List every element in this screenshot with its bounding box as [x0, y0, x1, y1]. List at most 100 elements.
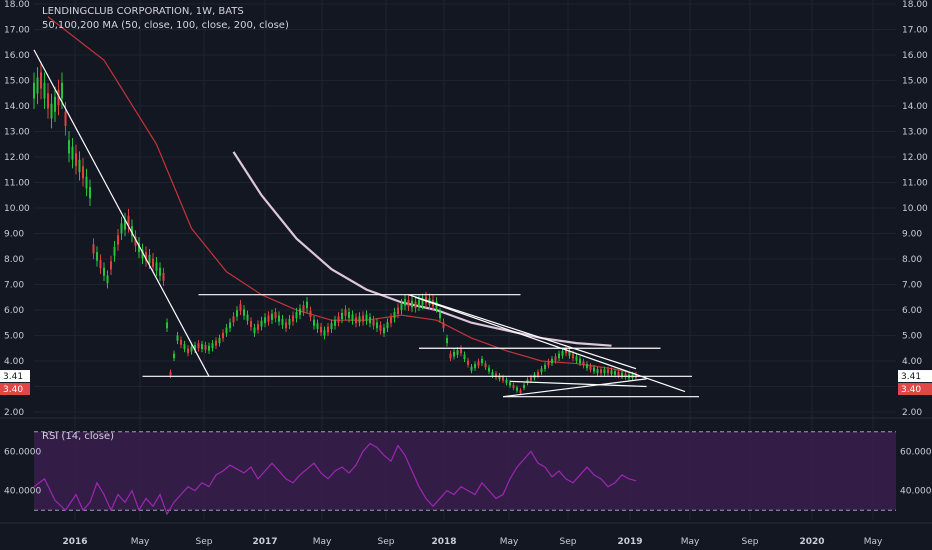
- candle-body: [229, 322, 231, 329]
- candle-body: [565, 348, 567, 354]
- ma-legend[interactable]: 50,100,200 MA (50, close, 100, close, 20…: [42, 20, 289, 31]
- candle-body: [78, 159, 81, 173]
- candle-body: [365, 314, 368, 321]
- time-tick: Sep: [742, 537, 759, 547]
- price-tick-right: 16.00: [902, 51, 928, 61]
- price-tag-label: 3.40: [901, 385, 921, 395]
- candle-body: [498, 375, 501, 379]
- candle-body: [302, 305, 305, 312]
- candle-body: [358, 316, 361, 323]
- candle-body: [568, 351, 571, 356]
- price-tick-right: 8.00: [902, 255, 922, 265]
- candle-body: [204, 344, 207, 350]
- time-tick: May: [500, 537, 519, 547]
- price-tick-left: 9.00: [4, 230, 24, 240]
- candle-body: [36, 77, 39, 94]
- candle-body: [523, 384, 525, 389]
- candle-body: [148, 254, 151, 264]
- candle-body: [600, 369, 602, 374]
- candle-body: [176, 335, 179, 341]
- candle-body: [288, 318, 291, 325]
- candle-body: [99, 259, 102, 269]
- candle-body: [414, 301, 417, 309]
- candle-body: [453, 351, 455, 357]
- trendline: [502, 378, 647, 398]
- price-tag-label: 3.41: [3, 372, 23, 382]
- rsi-tick-right: 40.0000: [900, 487, 932, 497]
- candle-body: [292, 315, 294, 322]
- candle-body: [64, 111, 67, 126]
- candle-body: [586, 364, 588, 369]
- candle-body: [155, 262, 158, 271]
- candle-body: [260, 320, 263, 327]
- price-tick-right: 14.00: [902, 102, 928, 112]
- time-tick: 2017: [252, 537, 277, 547]
- rsi-band-fill: [34, 431, 896, 511]
- candle-body: [393, 311, 396, 319]
- candle-body: [411, 300, 413, 308]
- price-tick-right: 4.00: [902, 357, 922, 367]
- candle-body: [446, 338, 448, 344]
- time-axis[interactable]: 2016 May Sep 2017 May Sep 2018 May Sep 2019 May Sep…: [62, 537, 883, 547]
- candle-body: [617, 371, 620, 376]
- candle-body: [264, 317, 266, 324]
- candle-body: [526, 379, 529, 384]
- candle-body: [85, 176, 88, 189]
- price-tick-right: 6.00: [902, 306, 922, 316]
- candle-body: [75, 153, 77, 166]
- candle-body: [187, 348, 189, 354]
- candle-body: [113, 246, 116, 256]
- price-tick-left: 2.00: [4, 408, 24, 418]
- price-tags: 3.41 3.41 3.40 3.40: [0, 370, 932, 396]
- candle-body: [173, 353, 175, 359]
- price-tick-right: 9.00: [902, 230, 922, 240]
- candle-body: [194, 344, 196, 350]
- candles: [33, 61, 637, 396]
- candle-body: [96, 252, 98, 261]
- candle-body: [624, 373, 627, 378]
- candle-body: [551, 358, 553, 364]
- candle-body: [530, 377, 532, 381]
- candle-body: [239, 304, 242, 311]
- price-tag-bg: [0, 383, 30, 396]
- candle-body: [50, 103, 53, 119]
- price-tick-left: 11.00: [4, 179, 30, 189]
- price-tick-left: 17.00: [4, 26, 30, 36]
- candle-body: [484, 363, 487, 368]
- candle-body: [467, 360, 469, 365]
- candle-body: [281, 318, 284, 325]
- candle-body: [197, 343, 200, 349]
- time-tick: May: [313, 537, 332, 547]
- candle-body: [159, 267, 161, 276]
- price-axis[interactable]: 18.00 18.00 17.00 17.00 16.00 16.00 15.00 15.00…: [4, 0, 928, 418]
- rsi-legend[interactable]: RSI (14, close): [42, 431, 115, 442]
- price-tick-right: 18.00: [902, 0, 928, 10]
- candle-body: [246, 314, 249, 321]
- symbol-title[interactable]: LENDINGCLUB CORPORATION, 1W, BATS: [42, 6, 244, 17]
- trendline: [33, 49, 210, 377]
- price-tick-right: 7.00: [902, 281, 922, 291]
- price-tag-label: 3.40: [3, 385, 23, 395]
- trendlines[interactable]: [33, 49, 699, 398]
- candle-body: [131, 226, 133, 236]
- trendline: [509, 380, 647, 388]
- candle-body: [225, 327, 228, 334]
- candle-body: [460, 348, 462, 354]
- candle-body: [278, 315, 280, 322]
- candle-body: [334, 319, 336, 326]
- candle-body: [614, 371, 616, 375]
- candle-body: [610, 370, 613, 374]
- price-tick-right: 17.00: [902, 26, 928, 36]
- candle-body: [152, 258, 154, 268]
- candle-body: [134, 236, 137, 246]
- rsi-pane: 60.0000 60.0000 40.0000 40.0000: [4, 431, 932, 516]
- candle-body: [418, 299, 420, 307]
- candle-body: [236, 310, 238, 317]
- price-tick-right: 5.00: [902, 332, 922, 342]
- candle-body: [180, 339, 182, 345]
- price-tick-right: 12.00: [902, 153, 928, 163]
- candle-body: [512, 384, 515, 389]
- candle-body: [208, 345, 210, 351]
